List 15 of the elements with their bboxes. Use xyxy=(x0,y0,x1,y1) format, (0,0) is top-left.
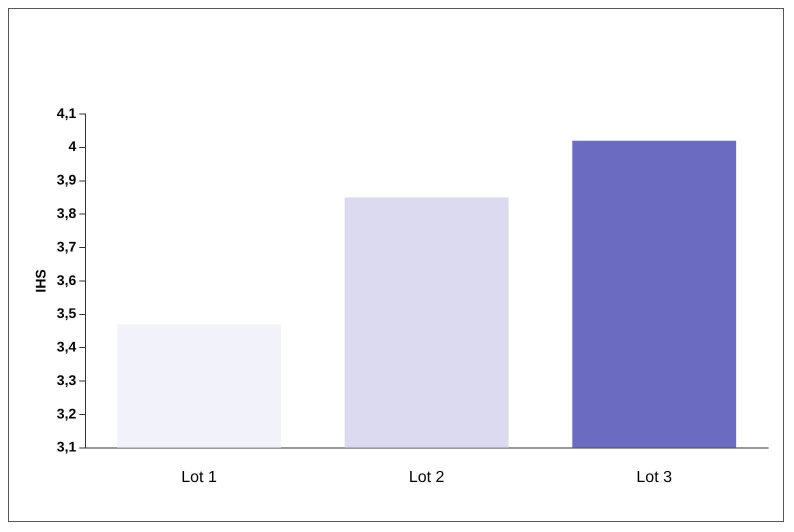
y-tick-label: 3,1 xyxy=(56,438,76,455)
y-tick-label: 3,8 xyxy=(56,205,76,221)
y-tick-label: 3,2 xyxy=(56,405,76,422)
y-tick-label: 3,4 xyxy=(56,338,76,355)
x-tick-label: Lot 2 xyxy=(408,468,445,486)
y-tick-label: 3,6 xyxy=(56,272,76,288)
x-tick-label: Lot 1 xyxy=(181,468,217,486)
y-tick-label: 3,7 xyxy=(56,238,76,254)
y-tick-label: 4,1 xyxy=(56,104,76,121)
y-tick-label: 4 xyxy=(68,138,76,154)
y-axis-title: IHS xyxy=(32,269,48,293)
y-tick-label: 3,3 xyxy=(56,372,76,388)
y-tick-label: 3,5 xyxy=(56,305,76,322)
x-tick-label: Lot 3 xyxy=(636,468,672,486)
y-tick-label: 3,9 xyxy=(56,172,76,188)
